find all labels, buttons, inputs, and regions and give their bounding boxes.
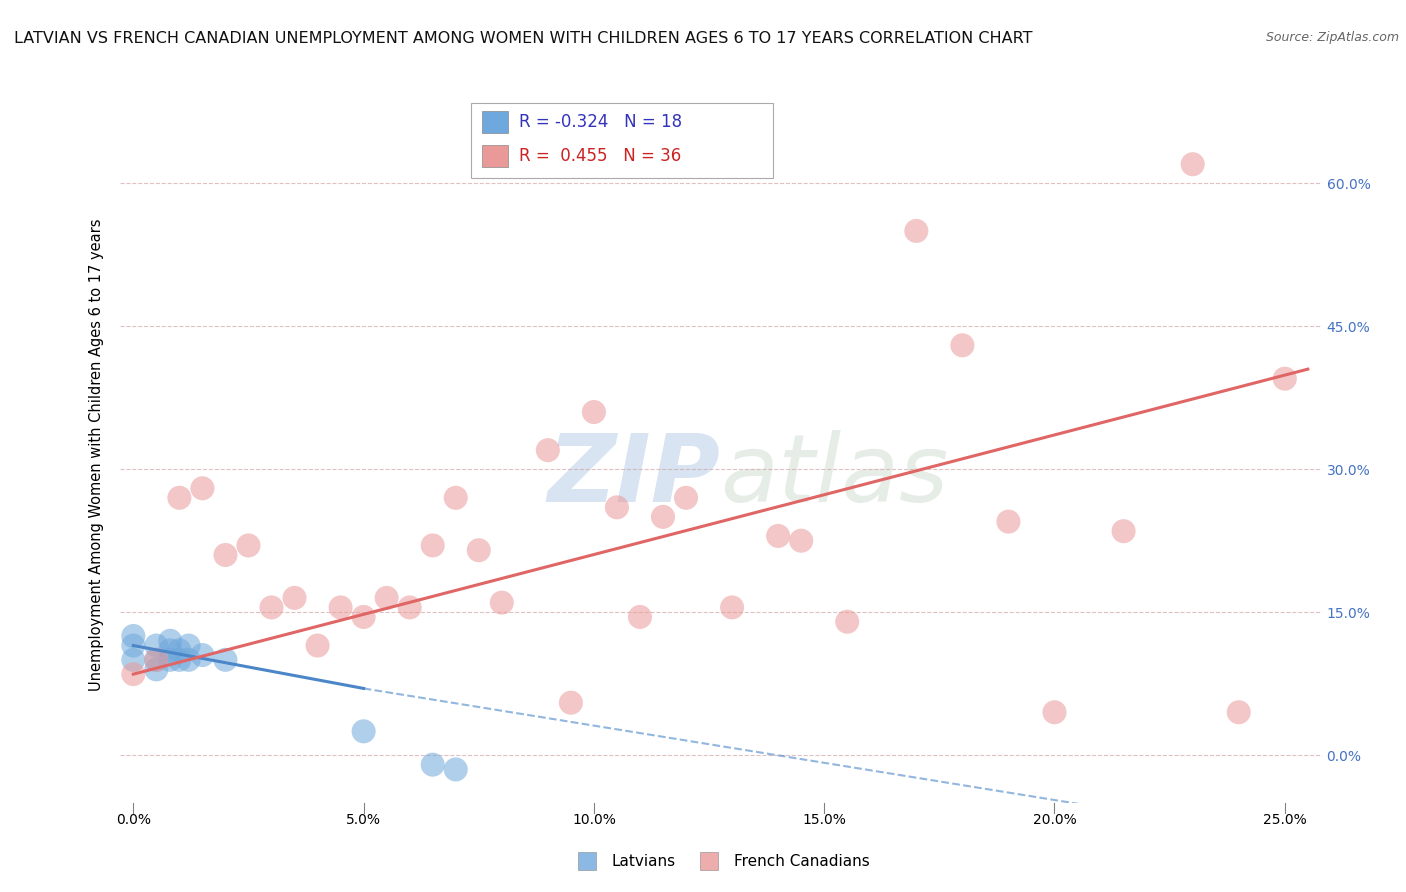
Point — [1181, 157, 1204, 171]
Point — [444, 491, 467, 505]
Point — [122, 629, 145, 643]
Point — [145, 653, 167, 667]
Point — [491, 596, 513, 610]
Point — [122, 639, 145, 653]
Point — [159, 643, 181, 657]
Point — [582, 405, 605, 419]
Point — [905, 224, 928, 238]
Point — [353, 724, 375, 739]
Point — [159, 653, 181, 667]
Point — [375, 591, 398, 605]
Point — [422, 757, 444, 772]
Text: LATVIAN VS FRENCH CANADIAN UNEMPLOYMENT AMONG WOMEN WITH CHILDREN AGES 6 TO 17 Y: LATVIAN VS FRENCH CANADIAN UNEMPLOYMENT … — [14, 31, 1032, 46]
Point — [145, 662, 167, 676]
Point — [837, 615, 859, 629]
Point — [177, 639, 200, 653]
Point — [191, 648, 214, 662]
Y-axis label: Unemployment Among Women with Children Ages 6 to 17 years: Unemployment Among Women with Children A… — [89, 219, 104, 691]
Point — [169, 491, 191, 505]
Point — [307, 639, 329, 653]
Point — [1112, 524, 1135, 538]
Point — [444, 763, 467, 777]
Text: R =  0.455   N = 36: R = 0.455 N = 36 — [519, 147, 681, 165]
Point — [766, 529, 789, 543]
Point — [675, 491, 697, 505]
Point — [329, 600, 352, 615]
Text: R = -0.324   N = 18: R = -0.324 N = 18 — [519, 113, 682, 131]
Point — [1227, 705, 1250, 719]
Text: ZIP: ZIP — [548, 430, 720, 522]
Point — [214, 548, 236, 562]
Point — [283, 591, 305, 605]
Point — [191, 481, 214, 495]
Text: Source: ZipAtlas.com: Source: ZipAtlas.com — [1265, 31, 1399, 45]
Point — [169, 643, 191, 657]
Point — [122, 667, 145, 681]
Point — [560, 696, 582, 710]
Point — [606, 500, 628, 515]
Point — [997, 515, 1019, 529]
Point — [353, 610, 375, 624]
Point — [537, 443, 560, 458]
Point — [398, 600, 420, 615]
Point — [422, 539, 444, 553]
Text: atlas: atlas — [720, 430, 949, 521]
Point — [628, 610, 651, 624]
Point — [790, 533, 813, 548]
Point — [1043, 705, 1066, 719]
Point — [122, 653, 145, 667]
Point — [721, 600, 744, 615]
Point — [238, 539, 260, 553]
Point — [652, 509, 675, 524]
Point — [177, 653, 200, 667]
Point — [145, 639, 167, 653]
Point — [214, 653, 236, 667]
Point — [159, 633, 181, 648]
Point — [260, 600, 283, 615]
Point — [1274, 372, 1296, 386]
Point — [169, 653, 191, 667]
Point — [468, 543, 491, 558]
Legend: Latvians, French Canadians: Latvians, French Canadians — [565, 848, 876, 875]
Point — [950, 338, 973, 352]
Point — [145, 653, 167, 667]
